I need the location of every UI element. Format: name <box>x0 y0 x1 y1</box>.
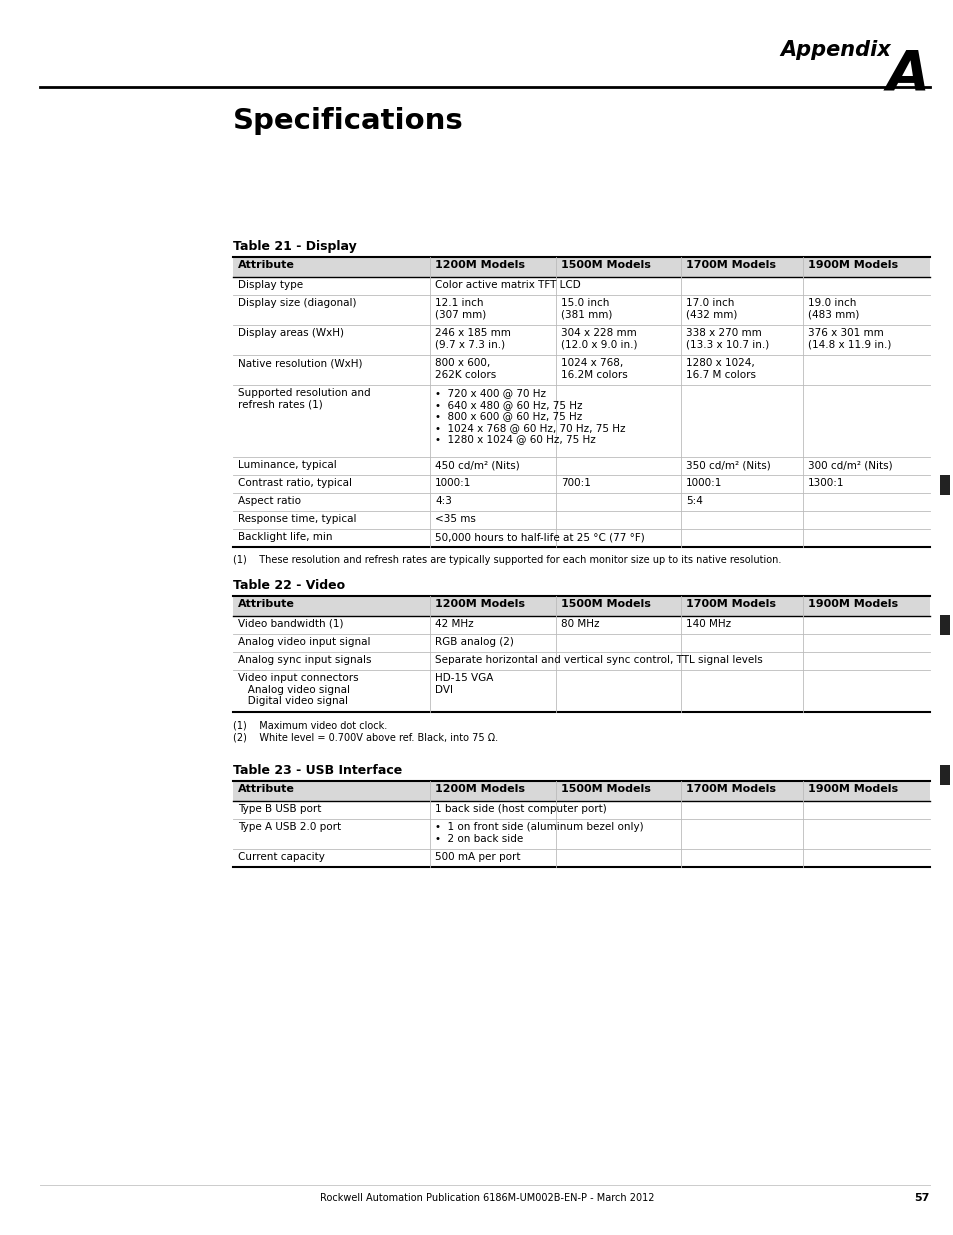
Text: Separate horizontal and vertical sync control, TTL signal levels: Separate horizontal and vertical sync co… <box>435 655 762 664</box>
Text: Luminance, typical: Luminance, typical <box>237 459 336 471</box>
Text: 17.0 inch
(432 mm): 17.0 inch (432 mm) <box>685 298 737 320</box>
Text: •  1 on front side (aluminum bezel only)
•  2 on back side: • 1 on front side (aluminum bezel only) … <box>435 823 643 844</box>
Text: Native resolution (WxH): Native resolution (WxH) <box>237 358 362 368</box>
Bar <box>939 764 949 785</box>
Text: 1200M Models: 1200M Models <box>435 784 524 794</box>
Text: Response time, typical: Response time, typical <box>237 514 356 524</box>
Text: 19.0 inch
(483 mm): 19.0 inch (483 mm) <box>807 298 859 320</box>
Text: 4:3: 4:3 <box>435 496 452 506</box>
Text: Appendix: Appendix <box>780 40 890 61</box>
Text: 338 x 270 mm
(13.3 x 10.7 in.): 338 x 270 mm (13.3 x 10.7 in.) <box>685 329 768 350</box>
Text: Color active matrix TFT LCD: Color active matrix TFT LCD <box>435 280 580 290</box>
Text: 1700M Models: 1700M Models <box>685 784 775 794</box>
Text: (1)    Maximum video dot clock.: (1) Maximum video dot clock. <box>233 720 387 730</box>
Text: Video bandwidth (1): Video bandwidth (1) <box>237 619 343 629</box>
Text: 1300:1: 1300:1 <box>807 478 843 488</box>
Text: Display areas (WxH): Display areas (WxH) <box>237 329 344 338</box>
Text: RGB analog (2): RGB analog (2) <box>435 637 514 647</box>
Text: 1900M Models: 1900M Models <box>807 261 897 270</box>
Text: 246 x 185 mm
(9.7 x 7.3 in.): 246 x 185 mm (9.7 x 7.3 in.) <box>435 329 511 350</box>
Text: 800 x 600,
262K colors: 800 x 600, 262K colors <box>435 358 496 379</box>
Text: Display size (diagonal): Display size (diagonal) <box>237 298 356 308</box>
Text: A: A <box>886 47 929 101</box>
Text: Type A USB 2.0 port: Type A USB 2.0 port <box>237 823 341 832</box>
Text: 15.0 inch
(381 mm): 15.0 inch (381 mm) <box>560 298 612 320</box>
Text: HD-15 VGA
DVI: HD-15 VGA DVI <box>435 673 493 694</box>
Text: Type B USB port: Type B USB port <box>237 804 321 814</box>
Text: <35 ms: <35 ms <box>435 514 476 524</box>
Text: 1900M Models: 1900M Models <box>807 599 897 609</box>
Text: Aspect ratio: Aspect ratio <box>237 496 301 506</box>
Text: Table 21 - Display: Table 21 - Display <box>233 240 356 253</box>
Text: Table 22 - Video: Table 22 - Video <box>233 579 345 592</box>
Text: 1500M Models: 1500M Models <box>560 784 650 794</box>
Text: 376 x 301 mm
(14.8 x 11.9 in.): 376 x 301 mm (14.8 x 11.9 in.) <box>807 329 890 350</box>
Text: 42 MHz: 42 MHz <box>435 619 473 629</box>
Text: Backlight life, min: Backlight life, min <box>237 532 333 542</box>
Text: •  720 x 400 @ 70 Hz
•  640 x 480 @ 60 Hz, 75 Hz
•  800 x 600 @ 60 Hz, 75 Hz
•  : • 720 x 400 @ 70 Hz • 640 x 480 @ 60 Hz,… <box>435 388 625 445</box>
Text: Analog sync input signals: Analog sync input signals <box>237 655 371 664</box>
Bar <box>233 781 929 802</box>
Text: 140 MHz: 140 MHz <box>685 619 730 629</box>
Bar <box>939 475 949 495</box>
Bar <box>233 597 929 616</box>
Text: 57: 57 <box>914 1193 929 1203</box>
Text: 300 cd/m² (Nits): 300 cd/m² (Nits) <box>807 459 892 471</box>
Text: 450 cd/m² (Nits): 450 cd/m² (Nits) <box>435 459 519 471</box>
Text: Table 23 - USB Interface: Table 23 - USB Interface <box>233 764 402 777</box>
Text: 5:4: 5:4 <box>685 496 702 506</box>
Text: Current capacity: Current capacity <box>237 852 325 862</box>
Text: 1024 x 768,
16.2M colors: 1024 x 768, 16.2M colors <box>560 358 627 379</box>
Text: 1200M Models: 1200M Models <box>435 599 524 609</box>
Text: 1200M Models: 1200M Models <box>435 261 524 270</box>
Text: 350 cd/m² (Nits): 350 cd/m² (Nits) <box>685 459 770 471</box>
Text: Contrast ratio, typical: Contrast ratio, typical <box>237 478 352 488</box>
Text: 1000:1: 1000:1 <box>685 478 721 488</box>
Text: 1700M Models: 1700M Models <box>685 599 775 609</box>
Text: Supported resolution and
refresh rates (1): Supported resolution and refresh rates (… <box>237 388 370 410</box>
Text: 1900M Models: 1900M Models <box>807 784 897 794</box>
Text: 50,000 hours to half-life at 25 °C (77 °F): 50,000 hours to half-life at 25 °C (77 °… <box>435 532 644 542</box>
Text: 500 mA per port: 500 mA per port <box>435 852 520 862</box>
Bar <box>939 615 949 635</box>
Text: Attribute: Attribute <box>237 599 294 609</box>
Text: (1)    These resolution and refresh rates are typically supported for each monit: (1) These resolution and refresh rates a… <box>233 555 781 564</box>
Text: Attribute: Attribute <box>237 261 294 270</box>
Text: Rockwell Automation Publication 6186M-UM002B-EN-P - March 2012: Rockwell Automation Publication 6186M-UM… <box>319 1193 654 1203</box>
Text: 80 MHz: 80 MHz <box>560 619 598 629</box>
Text: Attribute: Attribute <box>237 784 294 794</box>
Text: Analog video input signal: Analog video input signal <box>237 637 370 647</box>
Text: Display type: Display type <box>237 280 303 290</box>
Text: Specifications: Specifications <box>233 107 463 135</box>
Text: 700:1: 700:1 <box>560 478 590 488</box>
Bar <box>233 257 929 277</box>
Text: 1500M Models: 1500M Models <box>560 599 650 609</box>
Text: 12.1 inch
(307 mm): 12.1 inch (307 mm) <box>435 298 486 320</box>
Text: 1000:1: 1000:1 <box>435 478 471 488</box>
Text: 1 back side (host computer port): 1 back side (host computer port) <box>435 804 606 814</box>
Text: 1700M Models: 1700M Models <box>685 261 775 270</box>
Text: 1280 x 1024,
16.7 M colors: 1280 x 1024, 16.7 M colors <box>685 358 755 379</box>
Text: Video input connectors
   Analog video signal
   Digital video signal: Video input connectors Analog video sign… <box>237 673 358 706</box>
Text: 1500M Models: 1500M Models <box>560 261 650 270</box>
Text: 304 x 228 mm
(12.0 x 9.0 in.): 304 x 228 mm (12.0 x 9.0 in.) <box>560 329 637 350</box>
Text: (2)    White level = 0.700V above ref. Black, into 75 Ω.: (2) White level = 0.700V above ref. Blac… <box>233 734 497 743</box>
